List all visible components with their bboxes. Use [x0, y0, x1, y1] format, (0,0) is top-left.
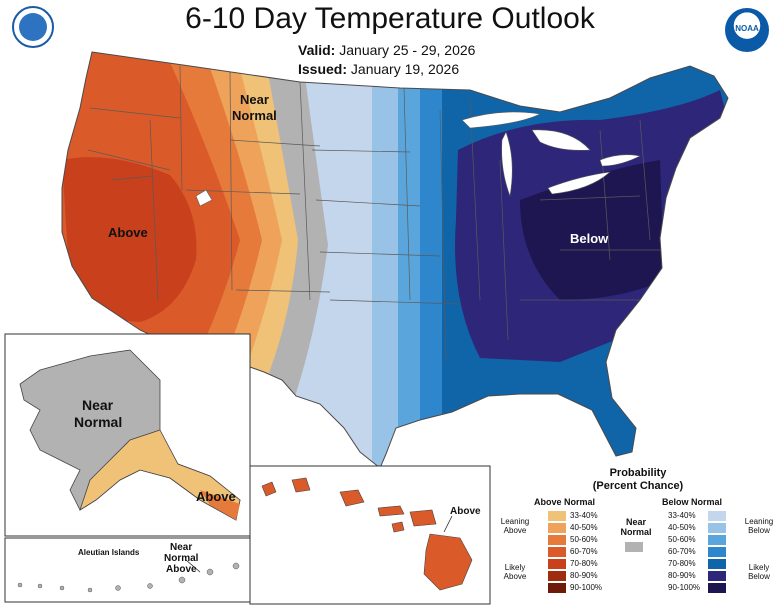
- label-aleutian-near: Near: [170, 542, 192, 553]
- legend-below-range: 90-100%: [668, 583, 701, 592]
- legend-above-header: Above Normal: [534, 497, 596, 507]
- legend-below-range: 70-80%: [668, 559, 696, 568]
- legend-below-swatch: [708, 511, 726, 521]
- probability-legend: Probability (Percent Chance) Above Norma…: [496, 467, 780, 605]
- legend-above-swatch: [548, 547, 566, 557]
- aleutian-islands-shapes: [17, 562, 240, 593]
- near-normal-line1: Near: [625, 517, 646, 527]
- alaska-panhandle-above: [200, 490, 240, 520]
- valid-dates: January 25 - 29, 2026: [339, 42, 476, 58]
- legend-below-header: Below Normal: [662, 497, 723, 507]
- legend-above-range: 80-90%: [570, 571, 598, 580]
- label-below-east: Below: [570, 231, 609, 246]
- label-near-normal-line2: Normal: [232, 108, 277, 123]
- label-aleutian-above: Above: [166, 564, 197, 575]
- legend-above-range: 40-50%: [570, 523, 598, 532]
- legend-above-range: 33-40%: [570, 511, 598, 520]
- legend-title: Probability: [609, 467, 667, 479]
- alaska-above-area: [79, 429, 241, 521]
- label-aleutian-normal: Normal: [164, 553, 199, 564]
- leaning-below-line2: Below: [748, 526, 770, 535]
- legend-below-range: 50-60%: [668, 535, 696, 544]
- legend-below-range: 80-90%: [668, 571, 696, 580]
- legend-above-swatch: [548, 559, 566, 569]
- label-alaska-near-line1: Near: [82, 397, 114, 413]
- likely-below-line1: Likely: [748, 563, 770, 572]
- label-alaska-near-line2: Normal: [74, 414, 122, 430]
- legend-near-normal-label: Near Normal: [616, 517, 656, 537]
- legend-below-swatch: [708, 535, 726, 545]
- legend-likely-above: Likely Above: [498, 563, 532, 581]
- label-aleutian-islands: Aleutian Islands: [78, 548, 140, 557]
- leaning-above-line1: Leaning: [500, 517, 530, 526]
- conus-shading: [62, 52, 728, 468]
- valid-label: Valid:: [298, 42, 336, 58]
- label-alaska-above: Above: [196, 489, 236, 504]
- conus-outline: [61, 51, 729, 469]
- legend-below-range: 60-70%: [668, 547, 696, 556]
- legend-below-swatch: [708, 571, 726, 581]
- legend-likely-below: Likely Below: [740, 563, 778, 581]
- legend-below-swatch: [708, 583, 726, 593]
- noaa-logo-text: NOAA: [735, 24, 759, 33]
- label-above-west: Above: [108, 225, 148, 240]
- near-normal-line2: Normal: [620, 527, 652, 537]
- legend-above-range: 50-60%: [570, 535, 598, 544]
- likely-below-line2: Below: [748, 572, 770, 581]
- issued-date: January 19, 2026: [350, 61, 460, 77]
- great-lakes: [195, 111, 641, 207]
- legend-above-range: 90-100%: [570, 583, 603, 592]
- noaa-logo-icon: NOAA: [725, 8, 769, 52]
- likely-above-line2: Above: [503, 572, 527, 581]
- likely-above-line1: Likely: [504, 563, 526, 572]
- aleutian-label-leader: [185, 559, 201, 573]
- legend-below-range: 40-50%: [668, 523, 696, 532]
- legend-above-swatch: [548, 511, 566, 521]
- legend-above-swatch: [548, 571, 566, 581]
- hawaii-islands: [261, 477, 473, 591]
- label-hawaii-above: Above: [450, 506, 481, 517]
- legend-below-swatch: [708, 547, 726, 557]
- leaning-above-line2: Above: [503, 526, 527, 535]
- legend-leaning-above: Leaning Above: [498, 517, 532, 535]
- state-boundaries: [87, 65, 660, 361]
- issued-date-line: Issued: January 19, 2026: [298, 61, 459, 77]
- hawaii-label-leader: [443, 515, 453, 533]
- legend-leaning-below: Leaning Below: [740, 517, 778, 535]
- legend-subtitle: (Percent Chance): [592, 480, 684, 492]
- legend-above-range: 70-80%: [570, 559, 598, 568]
- doc-seal-icon: [12, 6, 54, 48]
- legend-above-swatch: [548, 535, 566, 545]
- legend-near-normal-swatch: [625, 542, 643, 552]
- page-title: 6-10 Day Temperature Outlook: [185, 2, 595, 35]
- label-near-normal-line1: Near: [240, 92, 269, 107]
- legend-above-range: 60-70%: [570, 547, 598, 556]
- legend-above-swatch: [548, 583, 566, 593]
- legend-above-swatch: [548, 523, 566, 533]
- issued-label: Issued:: [298, 61, 348, 77]
- legend-below-swatch: [708, 559, 726, 569]
- valid-dates-line: Valid: January 25 - 29, 2026: [298, 42, 475, 58]
- legend-below-swatch: [708, 523, 726, 533]
- leaning-below-line1: Leaning: [744, 517, 774, 526]
- legend-below-range: 33-40%: [668, 511, 696, 520]
